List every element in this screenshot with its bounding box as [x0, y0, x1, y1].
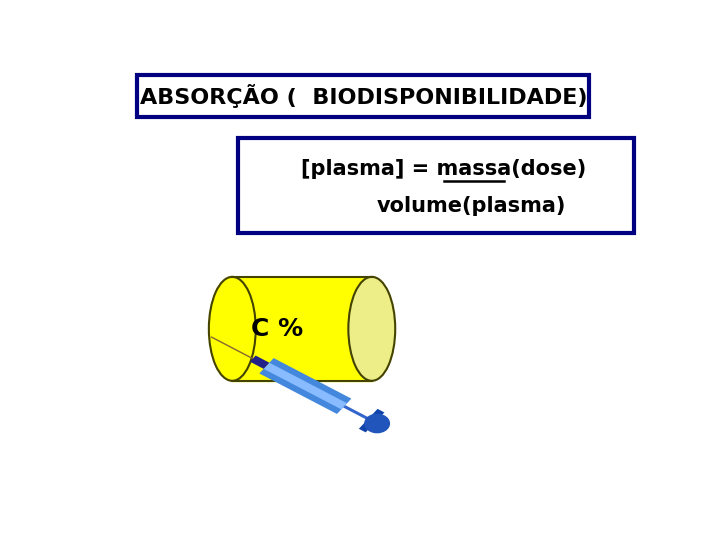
Ellipse shape [209, 277, 256, 381]
Text: C %: C % [251, 317, 303, 341]
Ellipse shape [348, 277, 395, 381]
Polygon shape [359, 409, 384, 433]
Text: ABSORÇÃO (  BIODISPONIBILIDADE): ABSORÇÃO ( BIODISPONIBILIDADE) [140, 84, 588, 108]
FancyBboxPatch shape [138, 75, 590, 117]
Polygon shape [343, 405, 373, 422]
Polygon shape [259, 358, 351, 414]
FancyBboxPatch shape [238, 138, 634, 233]
Text: [plasma] = massa(dose): [plasma] = massa(dose) [301, 159, 586, 179]
Text: volume(plasma): volume(plasma) [377, 195, 567, 215]
Polygon shape [264, 363, 347, 409]
Polygon shape [250, 355, 269, 369]
Bar [233, 277, 372, 381]
Circle shape [365, 414, 390, 433]
